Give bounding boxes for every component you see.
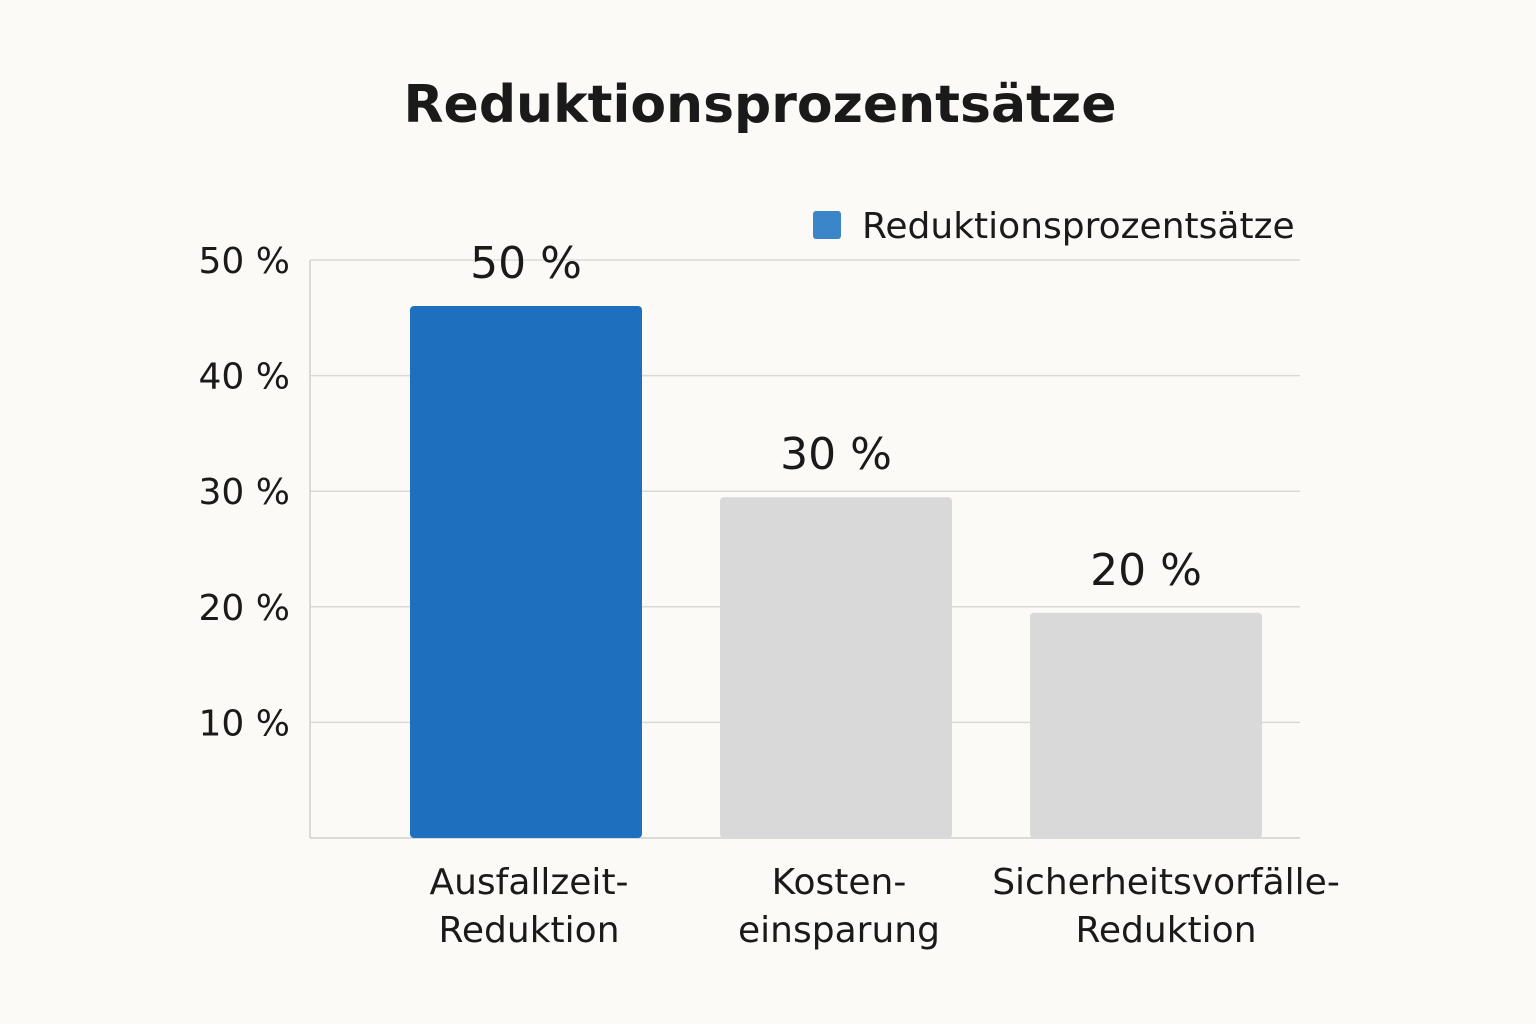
bars (410, 306, 1262, 838)
category-labels: Ausfallzeit-Reduktion Kosten-einsparung Si… (429, 862, 1339, 951)
y-tick-label: 20 % (199, 588, 290, 629)
legend-label: Reduktionsprozentsätze (862, 206, 1295, 247)
y-tick-label: 10 % (199, 703, 290, 744)
y-tick-label: 40 % (199, 357, 290, 398)
x-tick-label: Ausfallzeit-Reduktion (429, 862, 628, 951)
y-tick-label: 30 % (199, 472, 290, 513)
legend: Reduktionsprozentsätze (813, 206, 1295, 247)
y-tick-label: 50 % (199, 241, 290, 282)
y-axis-ticks: 10 % 20 % 30 % 40 % 50 % (199, 241, 290, 744)
x-tick-label: Sicherheitsvorfälle-Reduktion (992, 862, 1340, 951)
x-tick-label: Kosten-einsparung (738, 862, 940, 951)
bar (410, 306, 642, 838)
data-label: 30 % (780, 429, 892, 480)
data-labels: 50 % 30 % 20 % (470, 238, 1202, 596)
bar (1030, 612, 1262, 838)
data-label: 20 % (1090, 545, 1202, 596)
data-label: 50 % (470, 238, 582, 289)
chart-title: Reduktionsprozentsätze (404, 75, 1117, 135)
legend-swatch (813, 211, 841, 239)
bar (720, 497, 952, 838)
